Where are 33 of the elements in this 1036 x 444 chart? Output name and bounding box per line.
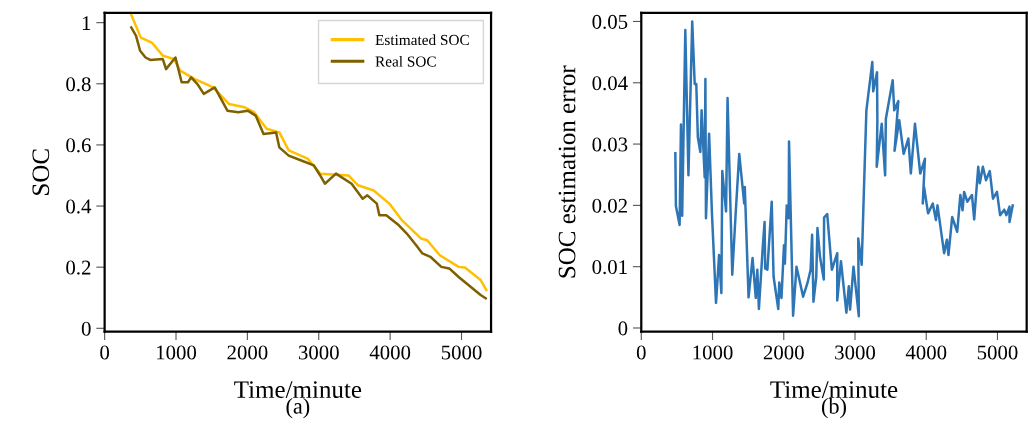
y-tick-label: 0.4	[66, 199, 92, 214]
y-tick-label: 0.04	[592, 76, 628, 91]
y-axis-title: SOC	[32, 149, 50, 195]
y-tick-label: 0.8	[66, 77, 91, 92]
x-axis-title: Time/minute	[770, 381, 898, 399]
y-tick-label: 0.01	[592, 260, 627, 275]
y-tick-label: 0.6	[66, 138, 91, 153]
x-tick-label: 3000	[298, 345, 339, 360]
x-tick-label: 1000	[693, 345, 733, 360]
x-tick-label: 2000	[227, 345, 268, 360]
x-tick-label: 5000	[977, 345, 1018, 360]
y-tick-label: 0.02	[592, 198, 627, 213]
x-tick-label: 4000	[905, 345, 947, 360]
x-tick-label: 4000	[369, 345, 411, 360]
x-tick-label: 1000	[157, 345, 197, 360]
y-tick-label: 0.05	[592, 14, 628, 29]
line-series	[674, 20, 1014, 318]
y-tick-label: 0	[81, 321, 91, 336]
x-tick-label: 0	[100, 345, 110, 360]
x-tick-label: 2000	[763, 345, 804, 360]
text: (a)	[286, 398, 310, 419]
legend-label: Real SOC	[375, 55, 436, 67]
x-tick-label: 0	[636, 345, 646, 360]
x-tick-label: 3000	[835, 345, 876, 360]
x-tick-label: 5000	[441, 345, 482, 360]
y-tick-label: 0	[618, 321, 628, 336]
x-axis-title: Time/minute	[234, 381, 362, 399]
y-tick-label: 0.03	[592, 137, 628, 152]
text: (b)	[822, 398, 846, 419]
y-tick-label: 0.2	[66, 260, 91, 275]
legend-label: Estimated SOC	[375, 34, 469, 46]
y-axis-title: SOC estimation error	[558, 65, 576, 278]
y-tick-label: 1	[82, 16, 91, 30]
